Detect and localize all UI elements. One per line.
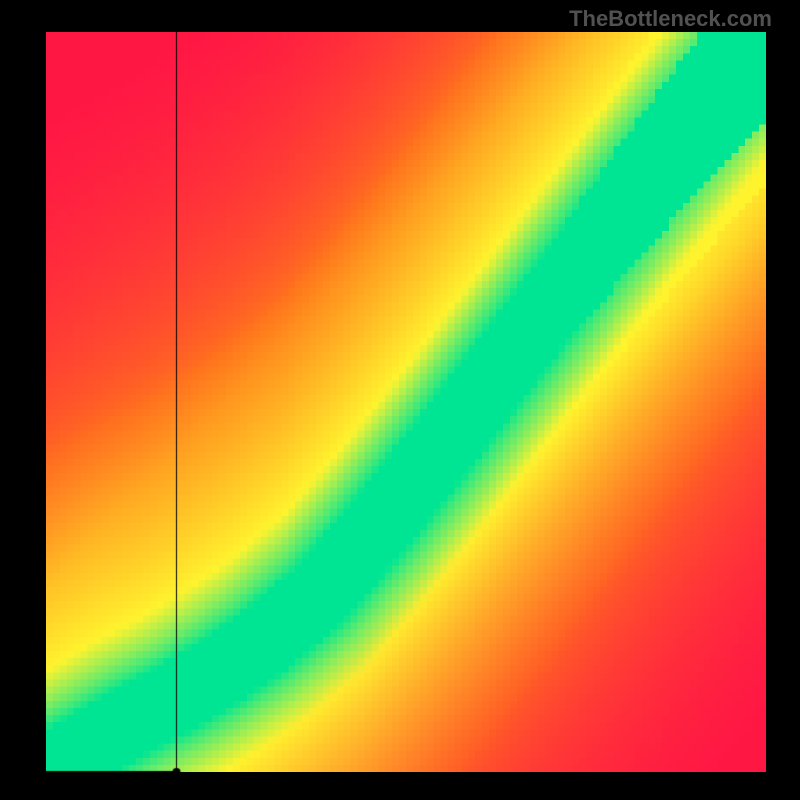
- watermark-text: TheBottleneck.com: [569, 6, 772, 32]
- bottleneck-heatmap: [46, 32, 766, 772]
- chart-container: TheBottleneck.com: [0, 0, 800, 800]
